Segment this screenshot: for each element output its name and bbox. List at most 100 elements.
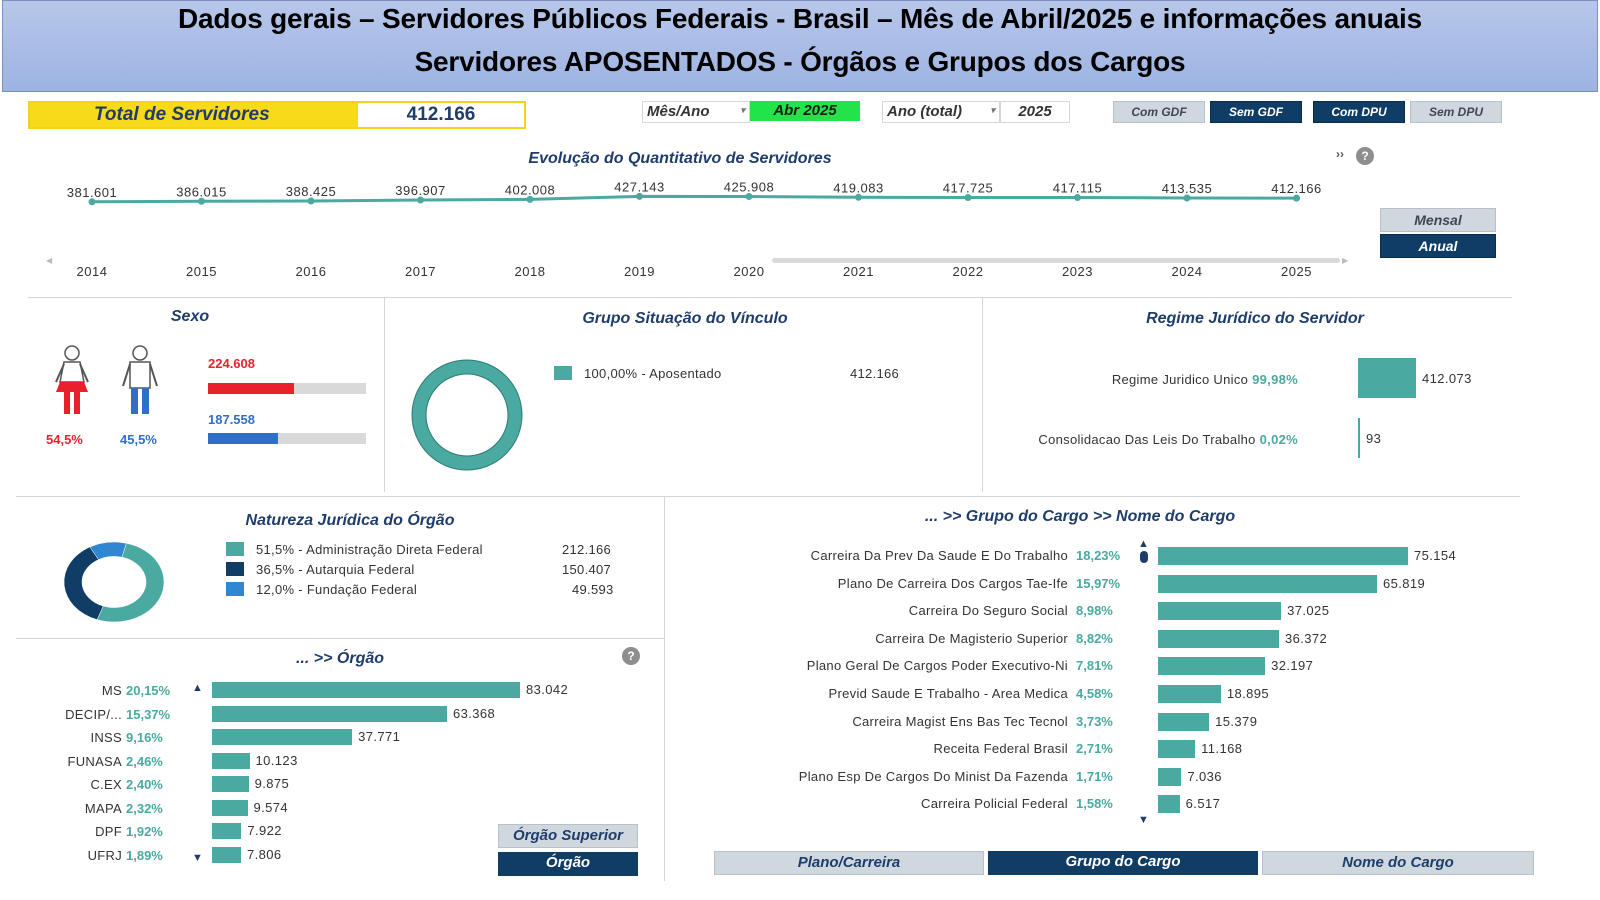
male-value: 187.558: [208, 412, 255, 427]
orgao-bar[interactable]: [212, 846, 241, 863]
cargo-row[interactable]: Receita Federal Brasil 2,71% 11.168: [668, 738, 1598, 760]
natureza-legend-value: 150.407: [562, 562, 612, 577]
cargo-row[interactable]: Carreira Magist Ens Bas Tec Tecnol 3,73% 1…: [668, 711, 1598, 733]
vinculo-title: Grupo Situação do Vínculo: [582, 310, 788, 327]
grupo-cargo-button[interactable]: Grupo do Cargo: [988, 851, 1258, 875]
orgao-bar[interactable]: [212, 729, 353, 745]
data-point[interactable]: [1074, 194, 1081, 202]
donut-slice[interactable]: [89, 541, 127, 560]
orgao-value: 9.574: [253, 799, 289, 815]
cargo-pct: 2,71%: [1076, 741, 1113, 757]
male-bar: [208, 433, 279, 444]
cargo-row[interactable]: Carreira De Magisterio Superior 8,82% 36.3…: [668, 628, 1598, 650]
cargo-bar[interactable]: [1158, 574, 1377, 593]
data-point[interactable]: [964, 193, 972, 201]
cargo-bar[interactable]: [1158, 795, 1180, 814]
plano-carreira-button[interactable]: Plano/Carreira: [714, 851, 984, 875]
male-bar-track: [208, 433, 366, 444]
orgao-row[interactable]: DPF 1,92% 7.922: [0, 821, 660, 841]
data-label: 381.601: [67, 185, 118, 200]
cargo-row[interactable]: Carreira Do Seguro Social 8,98% 37.025: [668, 600, 1598, 622]
orgao-row[interactable]: INSS 9,16% 37.771: [0, 727, 660, 747]
data-point[interactable]: [1183, 194, 1191, 202]
page-title: Dados gerais – Servidores Públicos Feder…: [178, 3, 1422, 34]
cargo-pct: 1,71%: [1076, 768, 1113, 784]
cargo-row[interactable]: Previd Saude E Trabalho - Area Medica 4,5…: [668, 683, 1598, 705]
data-point[interactable]: [526, 195, 534, 203]
data-point[interactable]: [417, 196, 424, 204]
orgao-row[interactable]: DECIP/... 15,37% 63.368: [0, 704, 660, 724]
data-point[interactable]: [745, 192, 753, 200]
data-label: 427.143: [614, 179, 665, 194]
cargo-bar[interactable]: [1158, 657, 1266, 676]
orgao-button[interactable]: Órgão: [498, 852, 638, 876]
data-point[interactable]: [855, 193, 862, 201]
orgao-bar[interactable]: [212, 823, 242, 839]
scroll-right-icon[interactable]: ▶: [1342, 256, 1349, 265]
cargo-row[interactable]: Carreira Policial Federal 1,58% 6.517: [668, 793, 1598, 815]
cargo-pct: 3,73%: [1076, 713, 1113, 729]
cargo-bar[interactable]: [1158, 712, 1210, 731]
cargo-pct: 8,98%: [1076, 603, 1113, 619]
nome-cargo-button[interactable]: Nome do Cargo: [1262, 851, 1534, 875]
cargo-pct: 4,58%: [1076, 686, 1113, 701]
sem-gdf-button[interactable]: Sem GDF: [1210, 101, 1302, 123]
header-banner: Dados gerais – Servidores Públicos Feder…: [2, 0, 1598, 92]
natureza-legend-value: 212.166: [562, 542, 612, 557]
orgao-row[interactable]: FUNASA 2,46% 10.123: [0, 751, 660, 771]
cargo-bar[interactable]: [1158, 740, 1196, 759]
data-point[interactable]: [198, 197, 205, 205]
anual-button[interactable]: Anual: [1380, 234, 1496, 258]
year-filter-label[interactable]: Ano (total) ▾: [882, 101, 1000, 123]
scroll-left-icon[interactable]: ◀: [46, 256, 53, 265]
cargo-bar[interactable]: [1158, 547, 1408, 565]
cargo-row[interactable]: Plano Geral De Cargos Poder Executivo-Ni…: [668, 655, 1598, 677]
sem-dpu-button[interactable]: Sem DPU: [1410, 101, 1502, 123]
orgao-superior-button[interactable]: Órgão Superior: [498, 824, 638, 848]
cargo-row[interactable]: Carreira Da Prev Da Saude E Do Trabalho 1…: [668, 545, 1598, 567]
month-filter-label[interactable]: Mês/Ano ▾: [642, 101, 750, 123]
orgao-row[interactable]: MS 20,15% 83.042: [0, 680, 660, 700]
data-point[interactable]: [1293, 194, 1300, 202]
year-filter-value[interactable]: 2025: [1000, 101, 1070, 123]
cargo-name: Plano De Carreira Dos Cargos Tae-Ife: [837, 575, 1068, 591]
data-point[interactable]: [88, 198, 96, 206]
orgao-row[interactable]: MAPA 2,32% 9.574: [0, 798, 660, 818]
com-gdf-button[interactable]: Com GDF: [1113, 101, 1205, 123]
orgao-bar[interactable]: [212, 799, 248, 816]
orgao-bar[interactable]: [212, 682, 520, 698]
mensal-button[interactable]: Mensal: [1380, 208, 1496, 232]
help-icon[interactable]: ?: [1356, 147, 1374, 165]
double-chevron-right-icon[interactable]: ››: [1336, 147, 1344, 161]
month-filter-value[interactable]: Abr 2025: [750, 101, 860, 121]
help-icon[interactable]: ?: [622, 647, 640, 665]
cargo-value: 32.197: [1271, 658, 1314, 674]
horizontal-scrollbar[interactable]: [772, 258, 1340, 263]
com-dpu-button[interactable]: Com DPU: [1313, 101, 1405, 123]
data-label: 396.907: [395, 183, 446, 198]
x-tick-label: 2015: [186, 264, 217, 279]
donut-slice[interactable]: [96, 542, 165, 623]
scroll-down-icon[interactable]: ▼: [192, 852, 203, 864]
scroll-down-icon[interactable]: ▼: [1138, 814, 1149, 826]
regime-label: Regime Juridico Unico: [1111, 372, 1249, 387]
orgao-row[interactable]: UFRJ 1,89% 7.806: [0, 845, 660, 865]
cargo-bar[interactable]: [1158, 629, 1279, 648]
cargo-row[interactable]: Plano De Carreira Dos Cargos Tae-Ife 15,9…: [668, 573, 1598, 595]
orgao-bar[interactable]: [212, 752, 250, 769]
scroll-thumb[interactable]: [1140, 551, 1148, 563]
orgao-bar[interactable]: [212, 705, 448, 722]
orgao-row[interactable]: C.EX 2,40% 9.875: [0, 774, 660, 794]
chevron-down-icon: ▾: [740, 105, 745, 115]
data-point[interactable]: [636, 192, 643, 200]
cargo-bar[interactable]: [1158, 685, 1221, 703]
data-point[interactable]: [307, 197, 315, 205]
cargo-pct: 8,82%: [1076, 630, 1113, 646]
cargo-row[interactable]: Plano Esp De Cargos Do Minist Da Fazenda…: [668, 766, 1598, 788]
orgao-bar[interactable]: [212, 776, 249, 792]
cargo-bar[interactable]: [1158, 767, 1182, 786]
scroll-up-icon[interactable]: ▲: [192, 682, 203, 694]
scroll-up-icon[interactable]: ▲: [1138, 538, 1149, 550]
vinculo-legend-label: 100,00% - Aposentado: [584, 366, 722, 381]
cargo-bar[interactable]: [1158, 602, 1282, 621]
